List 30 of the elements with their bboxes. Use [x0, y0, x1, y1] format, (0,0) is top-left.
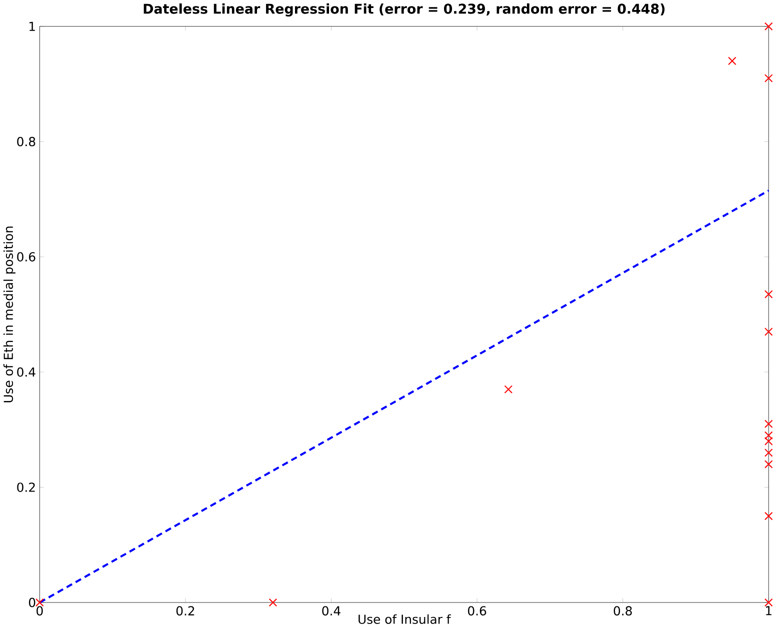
x-tick-label: 0.6: [468, 606, 486, 616]
point: [504, 384, 513, 394]
chart-title: Dateless Linear Regression Fit (error = 0.239, random error = 0.448): [144, 3, 665, 16]
point: [764, 420, 773, 428]
y-tick-label: 0.4: [17, 367, 36, 377]
x-tick-label: 0: [36, 606, 43, 616]
point: [764, 290, 773, 298]
x-tick-label: 0.8: [614, 606, 632, 616]
point: [764, 448, 773, 457]
x-tick-label: 1: [766, 606, 772, 615]
point: [36, 598, 44, 606]
y-tick-label: 1: [30, 22, 35, 31]
point: [764, 460, 773, 468]
y-tick-label: 0.6: [17, 252, 36, 262]
point: [764, 327, 773, 336]
point: [764, 22, 773, 30]
x-tick-label: 0.4: [322, 606, 340, 616]
point: [764, 512, 773, 520]
point: [764, 436, 773, 446]
point: [764, 598, 773, 606]
point: [764, 431, 773, 440]
x-tick-label: 0.2: [176, 606, 194, 616]
y-axis-title: Use of Eth in medial position: [3, 226, 16, 402]
y-tick-label: 0: [28, 598, 36, 607]
point: [268, 598, 278, 606]
y-tick-label: 0.2: [17, 482, 35, 492]
y-tick-label: 0.8: [17, 136, 36, 146]
point: [728, 56, 736, 65]
point: [764, 74, 773, 82]
x-axis-title: Use of Insular f: [358, 614, 451, 624]
